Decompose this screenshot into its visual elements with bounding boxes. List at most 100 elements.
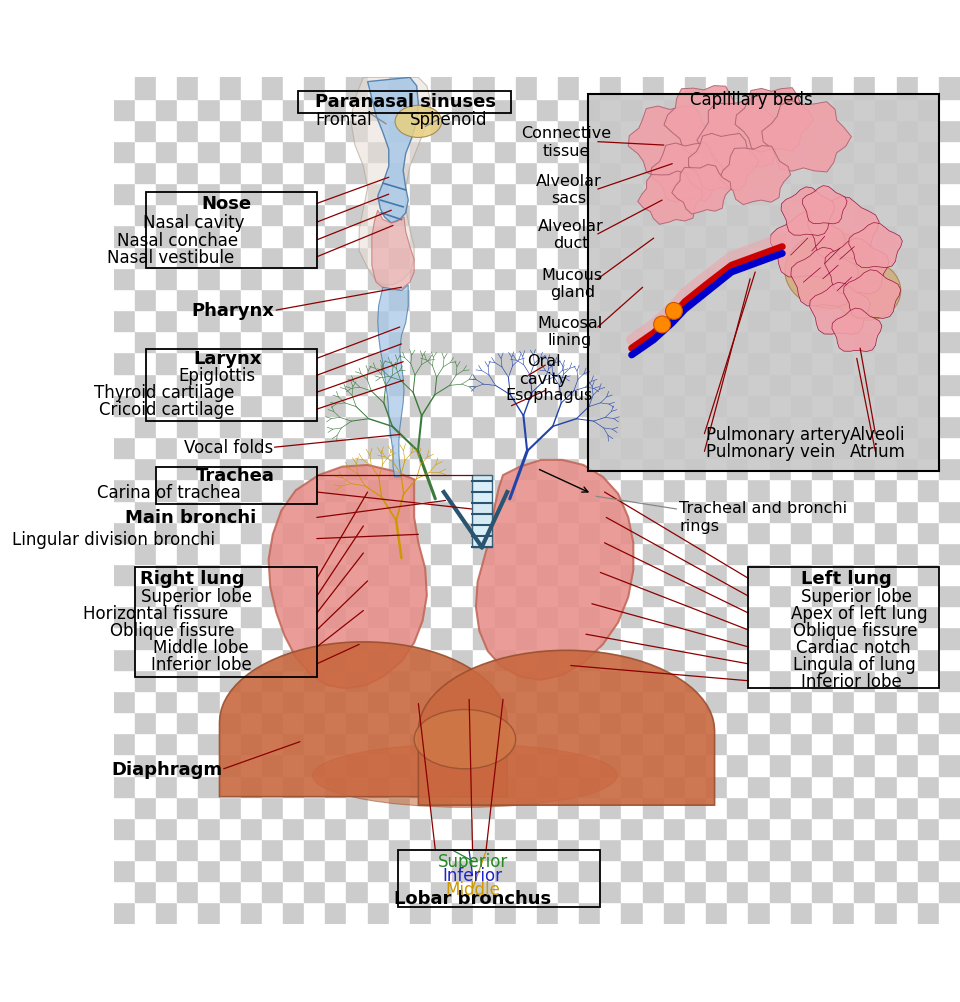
Bar [707,396,728,417]
Polygon shape [697,99,787,171]
Bar [473,269,494,290]
Bar [368,903,389,924]
Bar [707,755,728,776]
Bar [707,99,728,120]
Bar [452,459,473,480]
Bar [283,691,304,712]
Bar [389,670,410,691]
Bar [728,269,749,290]
Bar [368,733,389,755]
Bar [368,374,389,396]
Bar [156,78,178,99]
Bar [876,120,897,141]
Bar [728,628,749,649]
Bar [939,585,960,606]
Bar [579,543,600,564]
Text: Superior: Superior [438,852,508,870]
Bar [588,95,939,471]
Bar [663,205,684,226]
Bar [262,459,283,480]
Bar [368,649,389,670]
Bar [558,501,579,522]
Bar [516,501,537,522]
Bar [791,184,812,205]
Text: Inferior lobe: Inferior lobe [801,672,901,690]
Bar [918,797,939,818]
Bar [897,396,918,417]
Bar [537,184,558,205]
Bar [642,522,663,543]
Bar [368,290,389,311]
Bar [473,755,494,776]
Bar [558,78,579,99]
Bar [134,374,156,396]
Bar [642,459,663,480]
Bar [642,78,663,99]
Bar [452,522,473,543]
Bar [199,247,220,269]
Bar [854,649,876,670]
Bar [728,141,749,163]
Bar [134,670,156,691]
Bar [283,606,304,628]
Bar [812,290,833,311]
Bar [770,332,791,353]
Bar [220,755,241,776]
Bar [897,311,918,332]
Bar [558,480,579,501]
Bar [812,882,833,903]
Bar [897,438,918,459]
Bar [241,818,262,839]
Bar [304,480,325,501]
Bar [113,99,134,120]
Bar [707,903,728,924]
Bar [833,606,854,628]
Bar [663,649,684,670]
Bar [918,733,939,755]
Bar [241,332,262,353]
Bar [368,818,389,839]
Bar [918,417,939,438]
Bar [347,459,368,480]
Bar [770,99,791,120]
Bar [473,438,494,459]
Bar [156,522,178,543]
Bar [812,417,833,438]
Bar [684,543,707,564]
Bar [579,564,600,585]
Bar [473,649,494,670]
Bar [262,818,283,839]
Bar [770,205,791,226]
Bar [939,311,960,332]
Bar [494,712,516,733]
Bar [749,78,770,99]
Text: Tracheal and bronchi
rings: Tracheal and bronchi rings [679,501,847,533]
Bar [410,226,431,247]
Bar [241,78,262,99]
Bar [642,417,663,438]
Bar [368,417,389,438]
Bar [876,99,897,120]
Bar [516,374,537,396]
Bar [199,353,220,374]
Bar [558,396,579,417]
Bar [897,522,918,543]
Bar [113,755,134,776]
Bar [791,332,812,353]
Polygon shape [832,309,882,352]
Bar [304,438,325,459]
Bar [473,585,494,606]
Bar [494,269,516,290]
Bar [600,374,621,396]
Bar [368,585,389,606]
Bar [770,670,791,691]
Bar [918,649,939,670]
Bar [812,269,833,290]
Bar [304,184,325,205]
Bar [220,247,241,269]
Bar [749,606,770,628]
Bar [791,691,812,712]
Bar [113,585,134,606]
Bar [410,78,431,99]
Text: Vocal folds: Vocal folds [183,439,273,457]
